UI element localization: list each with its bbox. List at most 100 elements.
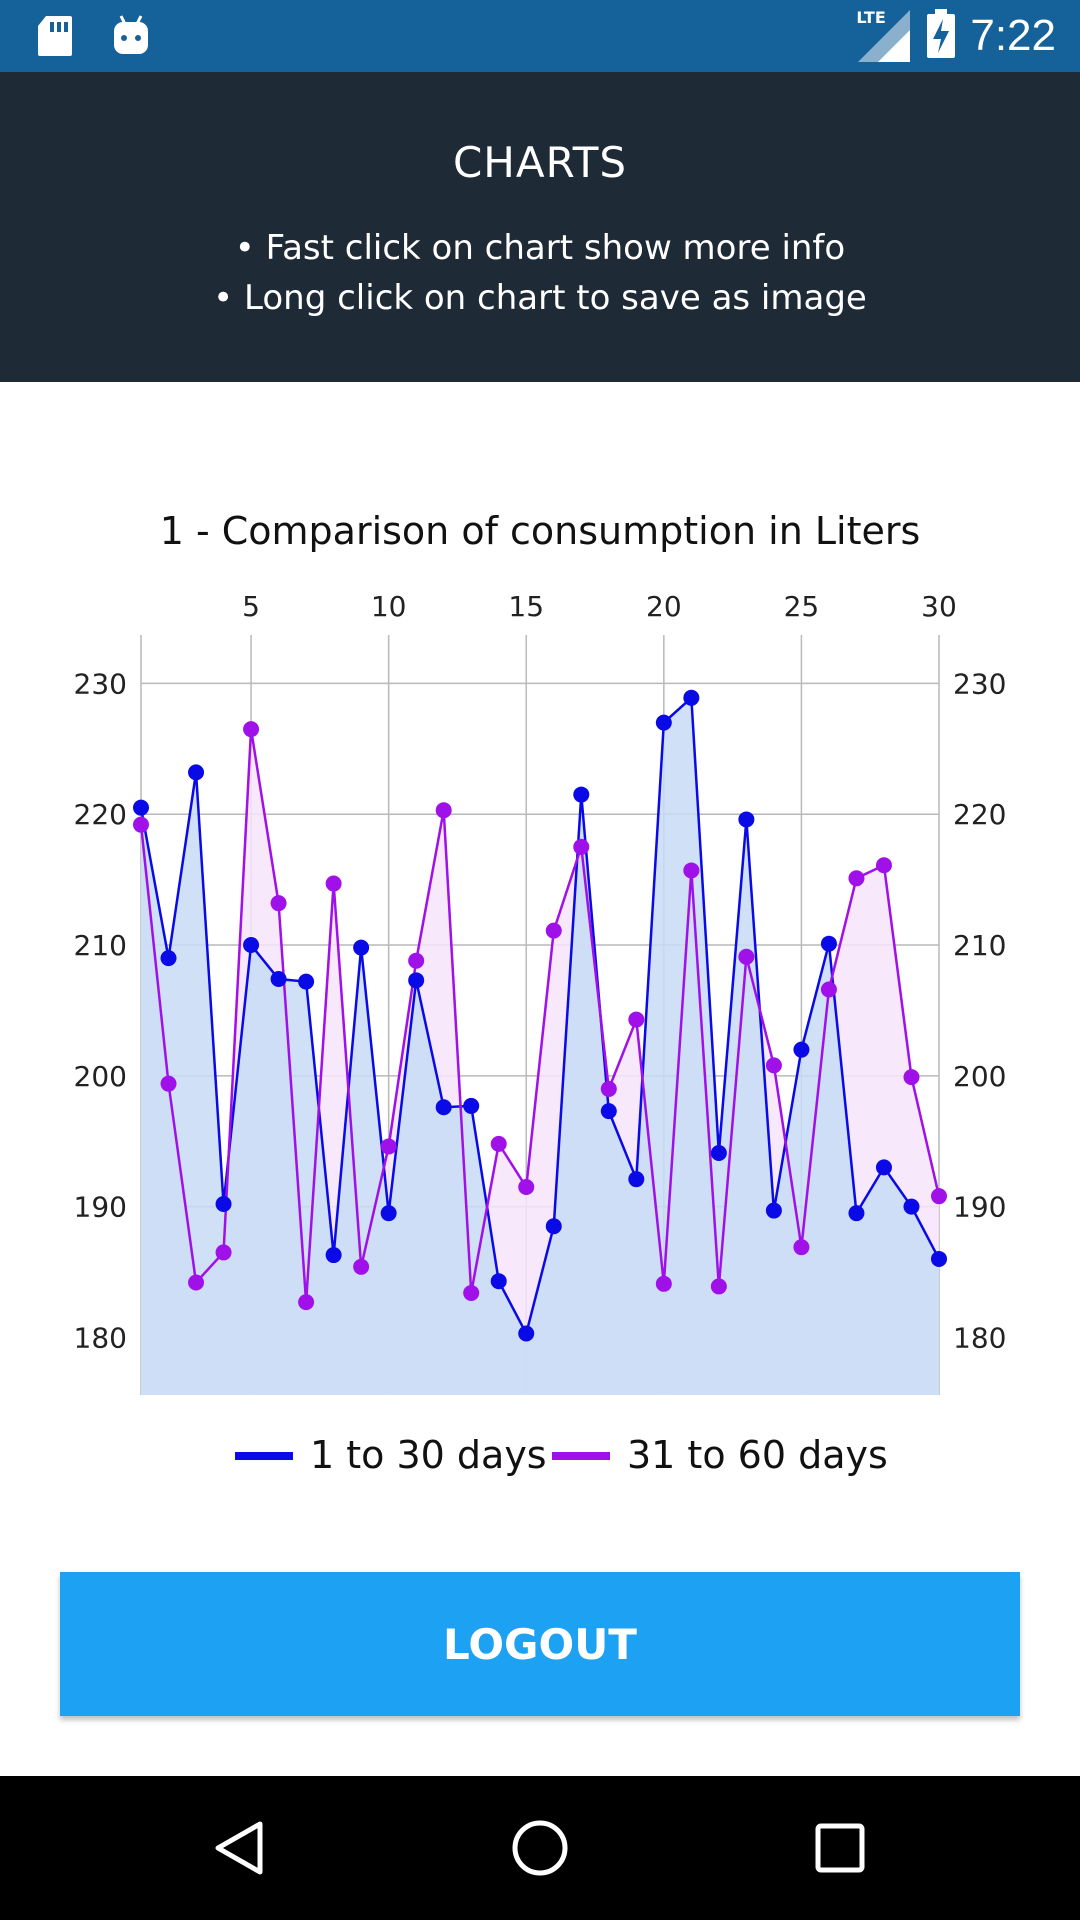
data-point xyxy=(683,689,700,706)
series-fill-1 xyxy=(141,697,939,1395)
x-tick-label: 25 xyxy=(784,590,820,623)
lte-signal-icon: LTE xyxy=(856,8,912,64)
data-point xyxy=(545,1218,562,1235)
chart-ticks: 180 180 190 190 200 200 210 210 220 220 230 230 5 10 1… xyxy=(74,590,1007,1354)
y-tick-label-left: 220 xyxy=(74,798,127,831)
data-point xyxy=(931,1188,947,1205)
status-clock: 7:22 xyxy=(970,11,1056,60)
data-point xyxy=(820,935,837,952)
back-icon[interactable] xyxy=(190,1798,290,1898)
x-tick-label: 10 xyxy=(371,590,407,623)
data-point xyxy=(765,1202,782,1219)
data-point xyxy=(160,1075,177,1092)
data-point xyxy=(875,857,892,874)
data-point xyxy=(738,948,755,965)
data-point xyxy=(215,1244,232,1261)
chart-legend: 1 to 30 days 31 to 60 days xyxy=(235,1433,888,1477)
data-point xyxy=(683,862,700,879)
chart-points xyxy=(133,689,947,1342)
data-point xyxy=(710,1278,727,1295)
data-point xyxy=(243,937,260,954)
data-point xyxy=(875,1159,892,1176)
data-point xyxy=(325,875,342,892)
data-point xyxy=(435,802,452,819)
data-point xyxy=(655,1275,672,1292)
data-point xyxy=(793,1041,810,1058)
data-point xyxy=(408,952,425,969)
data-point xyxy=(435,1099,452,1116)
data-point xyxy=(903,1198,920,1215)
navigation-bar xyxy=(0,1776,1080,1920)
status-bar: LTE 7:22 xyxy=(0,0,1080,72)
android-icon xyxy=(112,14,150,62)
data-point xyxy=(545,922,562,939)
data-point xyxy=(765,1057,782,1074)
data-point xyxy=(270,971,287,988)
data-point xyxy=(243,721,260,738)
data-point xyxy=(518,1179,535,1196)
data-point xyxy=(133,799,149,816)
data-point xyxy=(820,981,837,998)
data-point xyxy=(325,1247,342,1264)
x-tick-label: 5 xyxy=(242,590,260,623)
x-tick-label: 30 xyxy=(921,590,957,623)
tip-long-click: • Long click on chart to save as image xyxy=(213,278,867,318)
data-point xyxy=(573,786,590,803)
data-point xyxy=(600,1103,617,1120)
data-point xyxy=(490,1273,507,1290)
logout-button[interactable]: LOGOUT xyxy=(60,1572,1020,1716)
data-point xyxy=(380,1205,397,1222)
y-tick-label-left: 230 xyxy=(74,667,127,700)
data-point xyxy=(215,1196,232,1213)
y-tick-label-left: 190 xyxy=(74,1191,127,1224)
chart-svg[interactable]: 1 - Comparison of consumption in Liters … xyxy=(0,480,1080,1520)
page-title: CHARTS xyxy=(452,138,628,187)
recents-icon[interactable] xyxy=(790,1798,890,1898)
y-tick-label-left: 210 xyxy=(74,929,127,962)
tip-fast-click: • Fast click on chart show more info xyxy=(234,228,846,268)
network-type-label: LTE xyxy=(856,8,886,27)
data-point xyxy=(848,870,865,887)
chart-fills xyxy=(141,697,939,1395)
data-point xyxy=(380,1138,397,1155)
sd-card-icon xyxy=(36,14,74,62)
data-point xyxy=(298,1294,315,1311)
data-point xyxy=(628,1011,645,1028)
battery-charging-icon xyxy=(926,9,956,63)
legend-label: 1 to 30 days xyxy=(310,1433,547,1477)
y-tick-label-right: 190 xyxy=(953,1191,1006,1224)
y-tick-label-left: 180 xyxy=(74,1321,127,1354)
x-tick-label: 20 xyxy=(646,590,682,623)
y-tick-label-left: 200 xyxy=(74,1060,127,1093)
legend-label: 31 to 60 days xyxy=(627,1433,888,1477)
consumption-chart[interactable]: 1 - Comparison of consumption in Liters … xyxy=(0,480,1080,1520)
y-tick-label-right: 220 xyxy=(953,798,1006,831)
data-point xyxy=(931,1250,947,1267)
x-tick-label: 15 xyxy=(508,590,544,623)
data-point xyxy=(490,1135,507,1152)
data-point xyxy=(408,972,425,989)
data-point xyxy=(848,1205,865,1222)
home-icon[interactable] xyxy=(490,1798,590,1898)
data-point xyxy=(160,950,177,967)
chart-title: 1 - Comparison of consumption in Liters xyxy=(160,509,921,553)
data-point xyxy=(353,1258,370,1275)
y-tick-label-right: 180 xyxy=(953,1321,1006,1354)
data-point xyxy=(133,816,149,833)
data-point xyxy=(655,714,672,731)
data-point xyxy=(463,1097,480,1114)
data-point xyxy=(628,1171,645,1188)
data-point xyxy=(353,939,370,956)
data-point xyxy=(793,1239,810,1256)
data-point xyxy=(903,1069,920,1086)
y-tick-label-right: 200 xyxy=(953,1060,1006,1093)
data-point xyxy=(738,811,755,828)
data-point xyxy=(573,838,590,855)
series-line-2 xyxy=(139,728,941,1303)
data-point xyxy=(518,1325,535,1342)
charts-header: CHARTS • Fast click on chart show more i… xyxy=(0,72,1080,382)
data-point xyxy=(298,973,315,990)
y-tick-label-right: 230 xyxy=(953,667,1006,700)
data-point xyxy=(188,1274,205,1291)
y-tick-label-right: 210 xyxy=(953,929,1006,962)
